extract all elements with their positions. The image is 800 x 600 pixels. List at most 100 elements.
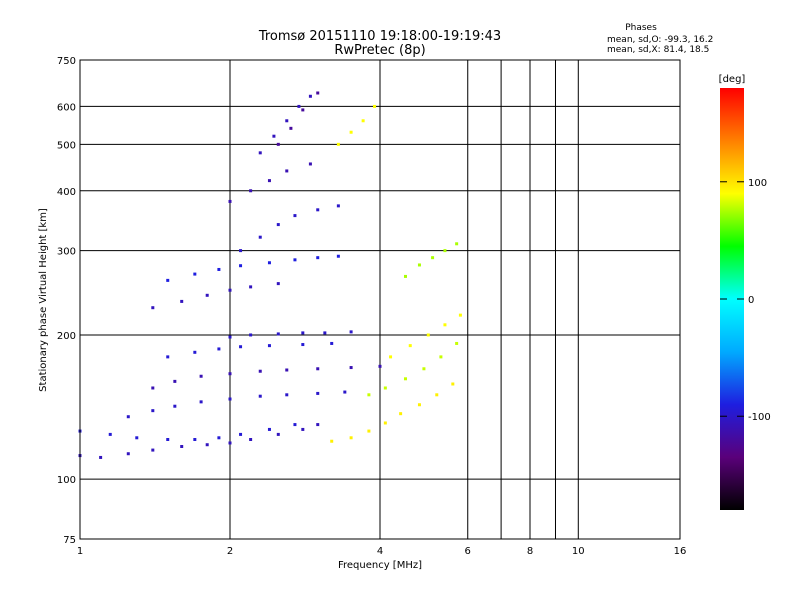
x-tick-label: 8: [527, 546, 533, 557]
x-tick-label: 10: [572, 546, 585, 557]
colorbar-tick-label: 0: [748, 295, 754, 306]
x-tick-label: 1: [77, 546, 83, 557]
echo-point-o: [276, 142, 280, 146]
echo-point-o: [249, 438, 253, 442]
echo-point-o: [323, 331, 327, 335]
echo-point-o: [316, 91, 320, 95]
echo-point-x: [439, 355, 443, 359]
colorbar-tick-label: -100: [748, 412, 771, 423]
echo-point-x: [349, 436, 353, 440]
echo-point-o: [349, 330, 353, 334]
echo-point-o: [285, 169, 289, 173]
echo-point-o: [336, 204, 340, 208]
y-tick-label: 75: [63, 535, 76, 546]
echo-point-o: [316, 423, 320, 427]
echo-point-o: [378, 364, 382, 368]
echo-point-o: [316, 256, 320, 260]
echo-point-o: [217, 436, 221, 440]
echo-point-o: [276, 223, 280, 227]
echo-point-o: [308, 94, 312, 98]
echo-point-o: [249, 333, 253, 337]
echo-point-x: [417, 263, 421, 267]
y-tick-label: 100: [57, 475, 76, 486]
echo-point-o: [126, 452, 130, 456]
echo-point-x: [367, 429, 371, 433]
echo-point-x: [336, 142, 340, 146]
echo-point-o: [258, 235, 262, 239]
echo-point-o: [336, 254, 340, 258]
y-tick-label: 300: [57, 247, 76, 258]
echo-point-o: [267, 344, 271, 348]
colorbar-ticks: 100 0 -100: [720, 178, 771, 423]
y-tick-label: 200: [57, 331, 76, 342]
echo-point-x: [403, 377, 407, 381]
echo-point-x: [330, 439, 334, 443]
echo-point-o: [99, 455, 103, 459]
colorbar-tick-label: 100: [748, 178, 767, 189]
echo-point-o: [151, 409, 155, 413]
echo-point-o: [151, 386, 155, 390]
echo-point-x: [455, 242, 459, 246]
echo-point-o: [293, 214, 297, 218]
echo-point-o: [276, 282, 280, 286]
grid: [80, 60, 680, 539]
echo-point-o: [301, 427, 305, 431]
echo-point-o: [267, 261, 271, 265]
echo-point-o: [217, 347, 221, 351]
echo-point-x: [458, 313, 462, 317]
echo-point-o: [343, 390, 347, 394]
echo-point-o: [193, 272, 197, 276]
x-tick-label: 6: [465, 546, 471, 557]
chart-subtitle: RwPretec (8p): [334, 43, 425, 58]
echo-point-x: [443, 249, 447, 253]
echo-point-o: [239, 345, 243, 349]
chart-title: Tromsø 20151110 19:18:00-19:19:43: [258, 29, 501, 44]
x-tick-label: 16: [674, 546, 687, 557]
echo-point-o: [228, 288, 232, 292]
echo-point-o: [297, 104, 301, 108]
echo-point-o: [166, 438, 170, 442]
echo-point-x: [349, 130, 353, 134]
echo-point-x: [383, 421, 387, 425]
echo-point-o: [193, 350, 197, 354]
echo-point-o: [228, 372, 232, 376]
echo-point-o: [316, 391, 320, 395]
y-axis-label: Stationary phase Virtual Height [km]: [38, 208, 49, 392]
echo-point-o: [285, 368, 289, 372]
echo-point-o: [151, 448, 155, 452]
echo-point-o: [267, 427, 271, 431]
echo-point-o: [289, 126, 293, 130]
echo-point-o: [173, 404, 177, 408]
data-points: [78, 91, 462, 459]
echo-point-o: [108, 432, 112, 436]
echo-point-o: [285, 393, 289, 397]
echo-point-x: [422, 367, 426, 371]
echo-point-o: [301, 331, 305, 335]
echo-point-o: [316, 367, 320, 371]
echo-point-x: [367, 393, 371, 397]
echo-point-o: [228, 397, 232, 401]
echo-point-x: [383, 386, 387, 390]
echo-point-o: [199, 400, 203, 404]
echo-point-x: [417, 403, 421, 407]
x-axis-label: Frequency [MHz]: [338, 560, 422, 571]
echo-point-o: [166, 278, 170, 282]
echo-point-o: [285, 119, 289, 123]
echo-point-x: [408, 344, 412, 348]
stats-heading: Phases: [625, 23, 657, 33]
echo-point-x: [361, 119, 365, 123]
echo-point-o: [272, 134, 276, 138]
echo-point-o: [316, 208, 320, 212]
echo-point-o: [258, 394, 262, 398]
echo-point-x: [443, 323, 447, 327]
y-tick-label: 600: [57, 102, 76, 113]
echo-point-o: [180, 444, 184, 448]
echo-point-o: [293, 423, 297, 427]
echo-point-o: [249, 189, 253, 193]
echo-point-o: [349, 366, 353, 370]
echo-point-o: [239, 249, 243, 253]
echo-point-o: [228, 335, 232, 339]
echo-point-o: [239, 264, 243, 268]
